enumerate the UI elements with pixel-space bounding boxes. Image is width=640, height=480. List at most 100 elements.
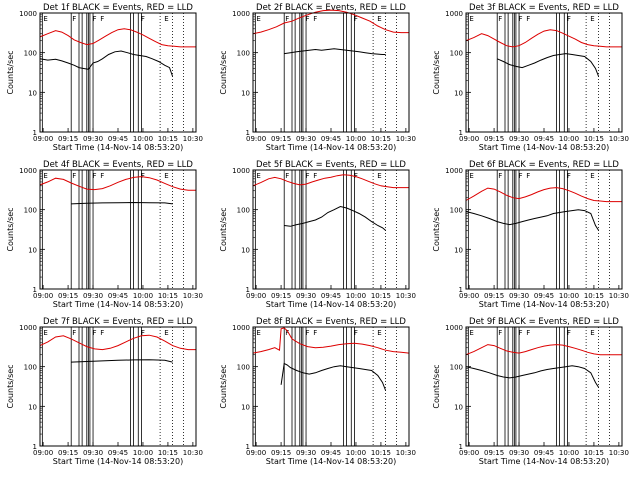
x-tick-label: 10:00 <box>559 292 579 300</box>
x-tick-label: 10:00 <box>346 135 366 143</box>
plot-frame <box>252 12 410 133</box>
y-tick-label: 1000 <box>445 167 463 175</box>
y-axis-label: Counts/sec <box>6 364 15 408</box>
x-tick-label: 10:00 <box>346 292 366 300</box>
y-axis-label: Counts/sec <box>6 207 15 251</box>
panel-title: Det 9f BLACK = Events, RED = LLD <box>469 317 619 327</box>
x-tick-label: 10:15 <box>158 449 178 457</box>
series-events <box>465 365 600 388</box>
flag-label: F <box>305 329 309 337</box>
y-axis-label: Counts/sec <box>219 50 228 94</box>
x-tick-label: 09:15 <box>484 449 504 457</box>
x-tick-label: 09:30 <box>509 292 529 300</box>
y-tick-label: 1 <box>33 443 37 451</box>
x-tick-label: 10:30 <box>396 135 416 143</box>
x-tick-label: 09:45 <box>534 135 554 143</box>
flag-label: E <box>377 172 381 180</box>
y-tick-label: 1000 <box>19 167 37 175</box>
flag-label: F <box>313 172 317 180</box>
flag-label: F <box>72 172 76 180</box>
flag-label: F <box>92 172 96 180</box>
flag-label: E <box>590 172 594 180</box>
flag-label: F <box>141 15 145 23</box>
series-lld <box>252 9 409 35</box>
x-tick-label: 09:15 <box>58 292 78 300</box>
y-tick-label: 1 <box>246 443 250 451</box>
y-tick-label: 1000 <box>232 10 250 18</box>
x-tick-label: 09:45 <box>321 449 341 457</box>
panel-title: Det 5f BLACK = Events, RED = LLD <box>256 160 406 170</box>
flag-label: F <box>285 172 289 180</box>
x-tick-label: 09:00 <box>246 135 266 143</box>
x-axis-label: Start Time (14-Nov-14 08:53:20) <box>53 143 183 152</box>
flag-label: F <box>141 329 145 337</box>
x-axis-label: Start Time (14-Nov-14 08:53:20) <box>266 457 396 466</box>
x-axis-label: Start Time (14-Nov-14 08:53:20) <box>266 300 396 309</box>
x-axis-label: Start Time (14-Nov-14 08:53:20) <box>53 300 183 309</box>
y-axis-label: Counts/sec <box>219 364 228 408</box>
series-lld <box>465 344 622 356</box>
flag-label: F <box>567 172 571 180</box>
flag-label: F <box>498 329 502 337</box>
x-tick-label: 09:30 <box>83 292 103 300</box>
x-tick-label: 09:30 <box>296 449 316 457</box>
y-tick-label: 10 <box>454 246 463 254</box>
y-tick-label: 10 <box>241 89 250 97</box>
y-tick-label: 100 <box>450 50 463 58</box>
x-tick-label: 10:15 <box>158 135 178 143</box>
x-axis-label: Start Time (14-Nov-14 08:53:20) <box>266 143 396 152</box>
x-tick-label: 10:30 <box>183 135 203 143</box>
series-lld <box>252 174 409 189</box>
x-tick-label: 10:00 <box>133 292 153 300</box>
plot-frame <box>39 12 197 133</box>
y-tick-label: 100 <box>237 364 250 372</box>
flag-label: E <box>43 329 47 337</box>
flag-label: E <box>377 15 381 23</box>
x-tick-label: 10:15 <box>371 292 391 300</box>
y-tick-label: 1000 <box>232 167 250 175</box>
x-tick-label: 09:00 <box>33 292 53 300</box>
flag-label: F <box>526 15 530 23</box>
flag-label: F <box>285 15 289 23</box>
x-tick-label: 09:00 <box>459 135 479 143</box>
x-axis-label: Start Time (14-Nov-14 08:53:20) <box>479 143 609 152</box>
flag-label: F <box>72 15 76 23</box>
plot-frame <box>252 326 410 447</box>
x-tick-label: 10:00 <box>559 449 579 457</box>
y-tick-label: 1 <box>33 286 37 294</box>
x-tick-label: 10:15 <box>371 449 391 457</box>
flag-label: E <box>377 329 381 337</box>
x-tick-label: 10:00 <box>133 449 153 457</box>
flag-label: F <box>526 329 530 337</box>
y-tick-label: 100 <box>24 50 37 58</box>
x-tick-label: 10:30 <box>609 292 629 300</box>
x-tick-label: 09:45 <box>108 449 128 457</box>
x-tick-label: 09:15 <box>58 135 78 143</box>
x-tick-label: 10:00 <box>346 449 366 457</box>
series-lld <box>465 187 622 203</box>
y-tick-label: 100 <box>237 207 250 215</box>
x-tick-label: 09:45 <box>108 135 128 143</box>
panel-title: Det 4f BLACK = Events, RED = LLD <box>43 160 193 170</box>
x-tick-label: 09:00 <box>33 449 53 457</box>
flag-label: F <box>354 329 358 337</box>
flag-label: E <box>590 329 594 337</box>
flag-label: F <box>141 172 145 180</box>
y-tick-label: 100 <box>24 364 37 372</box>
series-events <box>39 50 174 77</box>
x-tick-label: 09:45 <box>534 292 554 300</box>
y-tick-label: 100 <box>450 364 463 372</box>
flag-label: F <box>354 15 358 23</box>
y-tick-label: 1 <box>246 129 250 137</box>
y-tick-label: 100 <box>450 207 463 215</box>
flag-label: F <box>100 172 104 180</box>
x-tick-label: 10:30 <box>396 449 416 457</box>
panel-title: Det 2f BLACK = Events, RED = LLD <box>256 3 406 13</box>
plot-frame <box>39 326 197 447</box>
x-tick-label: 10:30 <box>396 292 416 300</box>
panel-title: Det 3f BLACK = Events, RED = LLD <box>469 3 619 13</box>
x-tick-label: 09:00 <box>33 135 53 143</box>
